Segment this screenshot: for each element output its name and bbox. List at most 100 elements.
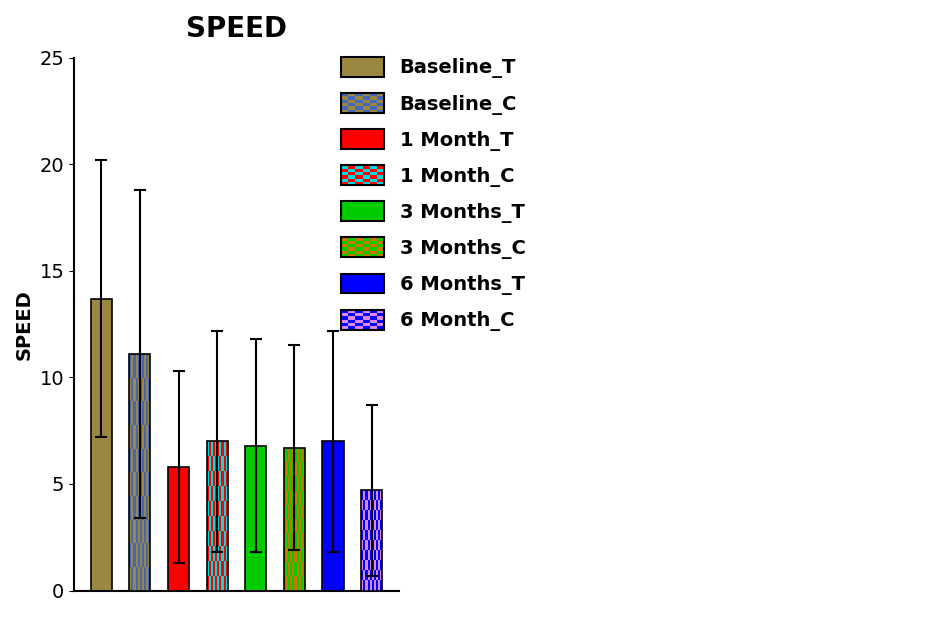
Bar bbox=[129, 425, 131, 449]
Bar bbox=[134, 401, 136, 425]
Bar bbox=[365, 510, 367, 520]
Bar bbox=[361, 550, 364, 560]
Bar bbox=[341, 251, 349, 254]
Bar bbox=[297, 548, 299, 562]
Bar bbox=[218, 441, 219, 456]
Bar bbox=[211, 471, 213, 486]
Bar bbox=[355, 244, 363, 247]
Bar bbox=[142, 567, 144, 590]
Bar bbox=[299, 548, 300, 562]
Bar bbox=[292, 576, 295, 590]
Title: SPEED: SPEED bbox=[186, 15, 287, 43]
Bar bbox=[370, 110, 377, 113]
Bar bbox=[370, 103, 377, 106]
Bar bbox=[355, 96, 363, 100]
Bar bbox=[142, 354, 144, 378]
Bar bbox=[364, 531, 365, 540]
Bar bbox=[341, 103, 349, 106]
Bar bbox=[218, 501, 219, 516]
Bar bbox=[129, 520, 131, 543]
Bar bbox=[365, 520, 367, 531]
Bar bbox=[370, 165, 377, 168]
Bar bbox=[138, 401, 140, 425]
Bar bbox=[364, 540, 365, 550]
Bar bbox=[144, 354, 146, 378]
Bar bbox=[208, 486, 211, 501]
Bar bbox=[211, 486, 213, 501]
Bar bbox=[144, 520, 146, 543]
Bar bbox=[374, 510, 376, 520]
Bar bbox=[370, 96, 377, 100]
Bar bbox=[218, 516, 219, 531]
Bar bbox=[377, 168, 384, 172]
Bar bbox=[367, 540, 369, 550]
Bar bbox=[369, 550, 372, 560]
Bar bbox=[142, 378, 144, 401]
Bar bbox=[211, 531, 213, 546]
Bar bbox=[355, 100, 363, 103]
Bar bbox=[219, 561, 221, 576]
Bar bbox=[377, 313, 384, 317]
Bar bbox=[140, 543, 142, 567]
Bar bbox=[226, 441, 228, 456]
Bar bbox=[341, 178, 349, 182]
Bar bbox=[134, 354, 136, 378]
Bar bbox=[226, 471, 228, 486]
Bar bbox=[349, 172, 355, 175]
Bar bbox=[215, 486, 218, 501]
Bar bbox=[372, 520, 374, 531]
Bar bbox=[134, 378, 136, 401]
Bar bbox=[211, 441, 213, 456]
Bar bbox=[299, 534, 300, 548]
Bar bbox=[246, 445, 266, 590]
Bar bbox=[361, 571, 364, 581]
Bar bbox=[206, 441, 228, 590]
Bar bbox=[223, 561, 226, 576]
Bar bbox=[284, 505, 286, 519]
Bar bbox=[355, 106, 363, 110]
Bar bbox=[290, 562, 292, 576]
Bar bbox=[379, 520, 380, 531]
Bar bbox=[376, 520, 379, 531]
Bar bbox=[297, 505, 299, 519]
Bar bbox=[370, 100, 377, 103]
Bar bbox=[213, 486, 215, 501]
Bar bbox=[341, 320, 349, 323]
Bar bbox=[349, 238, 355, 241]
Bar bbox=[369, 500, 372, 510]
Bar bbox=[211, 546, 213, 561]
Bar bbox=[138, 354, 140, 378]
Bar bbox=[288, 534, 290, 548]
Bar bbox=[379, 581, 380, 590]
Bar bbox=[149, 354, 151, 378]
Bar bbox=[370, 317, 377, 320]
Bar bbox=[370, 313, 377, 317]
Bar bbox=[369, 520, 372, 531]
Bar bbox=[149, 378, 151, 401]
Bar bbox=[379, 550, 380, 560]
Bar bbox=[290, 491, 292, 505]
Bar bbox=[300, 562, 303, 576]
Bar bbox=[129, 496, 131, 520]
Bar bbox=[361, 491, 382, 590]
Bar bbox=[364, 510, 365, 520]
Bar bbox=[211, 561, 213, 576]
Bar bbox=[349, 106, 355, 110]
Bar bbox=[349, 244, 355, 247]
Bar bbox=[297, 462, 299, 476]
Bar bbox=[206, 576, 208, 590]
Bar bbox=[367, 491, 369, 500]
Bar bbox=[363, 100, 370, 103]
Bar bbox=[299, 505, 300, 519]
Bar bbox=[142, 543, 144, 567]
Bar bbox=[369, 581, 372, 590]
Bar bbox=[349, 96, 355, 100]
Bar bbox=[379, 531, 380, 540]
Bar bbox=[136, 449, 138, 472]
Bar bbox=[349, 320, 355, 323]
Bar bbox=[221, 456, 223, 471]
Bar bbox=[361, 520, 364, 531]
Bar bbox=[303, 534, 305, 548]
Bar bbox=[377, 241, 384, 244]
Bar bbox=[341, 313, 349, 317]
